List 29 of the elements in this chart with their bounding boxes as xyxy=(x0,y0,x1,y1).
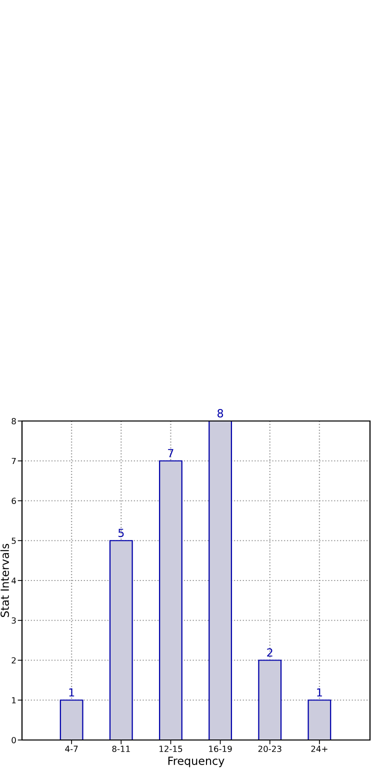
x-tick-label: 16-19 xyxy=(209,746,232,752)
data-label: 8 xyxy=(218,409,224,418)
data-label: 1 xyxy=(69,688,74,696)
x-tick-label: 12-15 xyxy=(160,746,182,752)
x-tick-label: 24+ xyxy=(311,746,328,752)
data-label: 1 xyxy=(317,688,322,696)
data-label: 5 xyxy=(118,528,124,538)
bar xyxy=(60,700,84,740)
y-tick-label: 6 xyxy=(12,498,16,504)
bar xyxy=(258,660,282,740)
bar xyxy=(159,460,182,740)
y-tick-label: 8 xyxy=(12,418,16,424)
bar xyxy=(308,700,332,740)
data-label: 2 xyxy=(267,648,272,657)
y-axis-title: Stat Intervals xyxy=(0,544,9,617)
y-tick-label: 4 xyxy=(12,578,16,584)
x-tick-label: 4-7 xyxy=(65,746,78,752)
x-axis-title: Frequency xyxy=(168,756,224,768)
y-tick-label: 2 xyxy=(12,657,16,664)
y-tick-label: 0 xyxy=(12,736,16,744)
data-label: 7 xyxy=(168,449,174,458)
x-tick-label: 20-23 xyxy=(258,746,282,752)
bar xyxy=(109,540,133,740)
x-tick-label: 8-11 xyxy=(112,746,130,752)
y-tick-label: 5 xyxy=(12,538,16,544)
y-tick-label: 1 xyxy=(12,697,16,704)
y-tick-label: 3 xyxy=(12,617,16,624)
y-tick-label: 7 xyxy=(12,458,16,464)
bar xyxy=(208,421,232,740)
